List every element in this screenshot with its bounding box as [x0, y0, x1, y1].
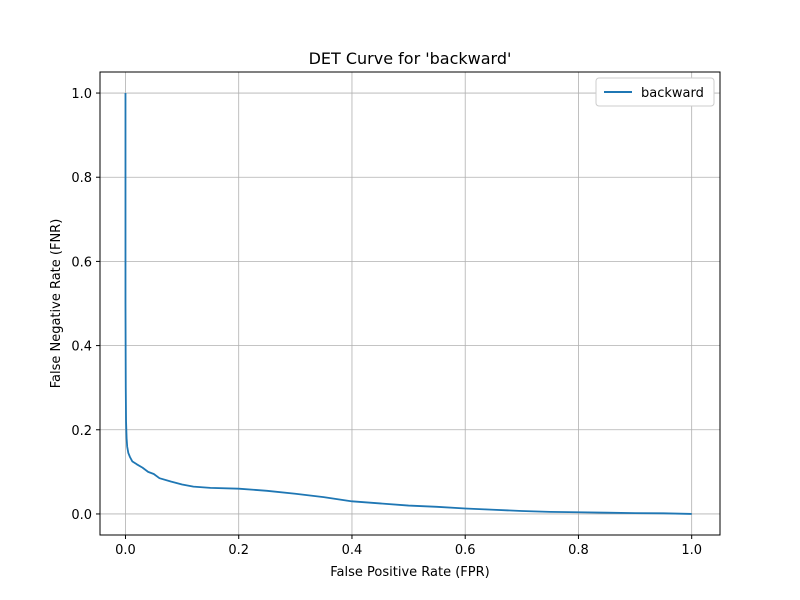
x-tick-label: 0.8	[568, 543, 589, 558]
x-tick-label: 0.6	[455, 543, 476, 558]
grid	[100, 72, 720, 535]
ticks: 0.0 0.2 0.4 0.6 0.8 1.0 0.0 0.2 0.4 0.6 0.8 1.0	[71, 87, 702, 558]
chart-title: DET Curve for 'backward'	[309, 49, 512, 68]
series-line-backward	[124, 93, 692, 515]
x-tick-label: 0.0	[115, 543, 136, 558]
legend: backward	[595, 77, 715, 107]
y-tick-label: 0.0	[71, 508, 92, 523]
x-tick-label: 0.4	[342, 543, 363, 558]
legend-label: backward	[641, 86, 704, 101]
series-layer	[124, 93, 692, 515]
x-tick-label: 0.2	[228, 543, 249, 558]
x-axis-label: False Positive Rate (FPR)	[330, 565, 489, 580]
legend-box	[595, 77, 715, 107]
y-axis-label: False Negative Rate (FNR)	[49, 219, 64, 389]
y-tick-label: 0.2	[71, 424, 92, 439]
y-tick-label: 0.4	[71, 340, 92, 355]
y-tick-label: 0.8	[71, 171, 92, 186]
plot-frame	[99, 71, 721, 536]
x-tick-label: 1.0	[681, 543, 702, 558]
y-tick-label: 0.6	[71, 255, 92, 270]
y-tick-label: 1.0	[71, 87, 92, 102]
